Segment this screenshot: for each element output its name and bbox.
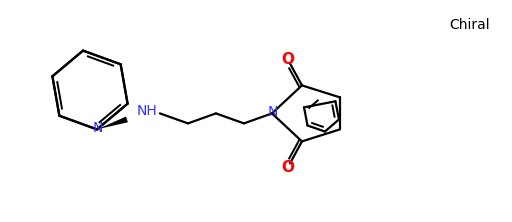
Text: O: O (282, 160, 294, 175)
Text: N: N (93, 121, 103, 135)
Text: NH: NH (137, 104, 157, 118)
Polygon shape (97, 117, 128, 129)
Text: O: O (282, 52, 294, 67)
Text: N: N (268, 105, 278, 119)
Text: Chiral: Chiral (450, 18, 490, 32)
